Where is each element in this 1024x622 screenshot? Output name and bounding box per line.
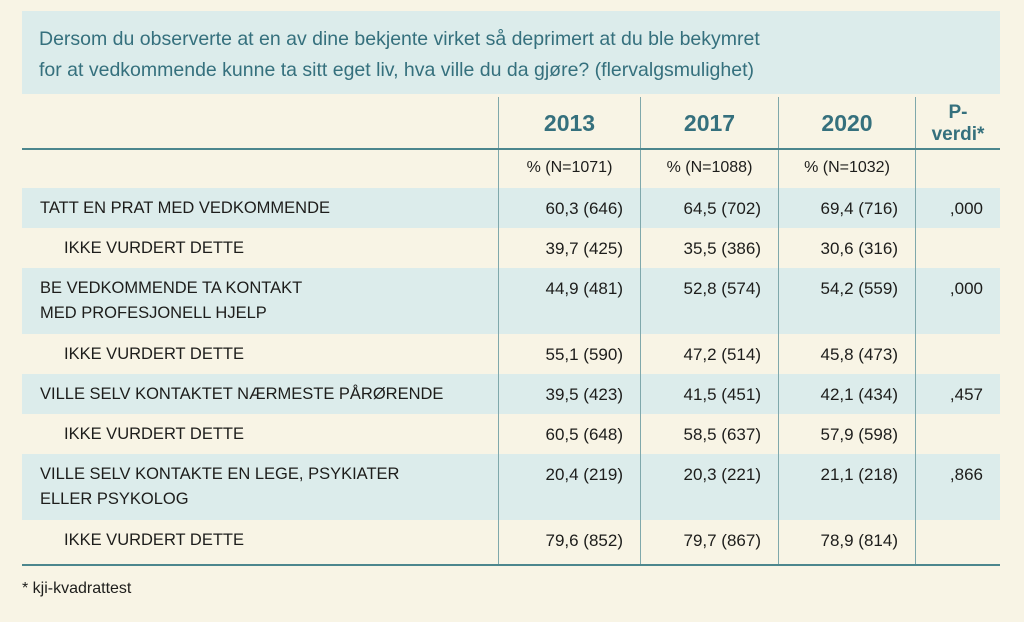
p-value [915,228,1000,268]
header-2013: 2013 [498,97,640,148]
value-2020: 30,6 (316) [778,228,915,268]
subheader-n-2017: % (N=1088) [640,150,778,188]
header-2017: 2017 [640,97,778,148]
subheader-n-2013: % (N=1071) [498,150,640,188]
value-2013: 60,5 (648) [498,414,640,454]
table-row: IKKE VURDERT DETTE 79,6 (852) 79,7 (867)… [22,520,1000,564]
p-value: ,000 [915,268,1000,334]
value-2017: 64,5 (702) [640,188,778,228]
table-row: IKKE VURDERT DETTE 60,5 (648) 58,5 (637)… [22,414,1000,454]
value-2020: 42,1 (434) [778,374,915,414]
value-2013: 79,6 (852) [498,520,640,564]
p-value [915,520,1000,564]
header-empty-cell [22,97,498,148]
table-row: VILLE SELV KONTAKTET NÆRMESTE PÅRØRENDE … [22,374,1000,414]
value-2013: 44,9 (481) [498,268,640,334]
table-row: VILLE SELV KONTAKTE EN LEGE, PSYKIATER E… [22,454,1000,520]
value-2020: 57,9 (598) [778,414,915,454]
header-p-verdi: P- verdi* [915,97,1000,148]
value-2017: 58,5 (637) [640,414,778,454]
row-label: VILLE SELV KONTAKTET NÆRMESTE PÅRØRENDE [40,385,444,403]
row-label: BE VEDKOMMENDE TA KONTAKT MED PROFESJONE… [40,279,303,322]
value-2017: 41,5 (451) [640,374,778,414]
table-row: IKKE VURDERT DETTE 55,1 (590) 47,2 (514)… [22,334,1000,374]
row-label: IKKE VURDERT DETTE [64,239,245,257]
p-value [915,414,1000,454]
value-2017: 35,5 (386) [640,228,778,268]
value-2017: 52,8 (574) [640,268,778,334]
value-2013: 20,4 (219) [498,454,640,520]
row-label: VILLE SELV KONTAKTE EN LEGE, PSYKIATER E… [40,465,400,508]
value-2017: 79,7 (867) [640,520,778,564]
table-row: BE VEDKOMMENDE TA KONTAKT MED PROFESJONE… [22,268,1000,334]
subheader-empty-cell [22,150,498,188]
header-2020: 2020 [778,97,915,148]
value-2020: 45,8 (473) [778,334,915,374]
value-2017: 47,2 (514) [640,334,778,374]
value-2020: 54,2 (559) [778,268,915,334]
value-2013: 55,1 (590) [498,334,640,374]
subheader-n-2020: % (N=1032) [778,150,915,188]
row-label: IKKE VURDERT DETTE [64,531,245,549]
table-body: TATT EN PRAT MED VEDKOMMENDE 60,3 (646) … [22,188,1000,564]
value-2020: 78,9 (814) [778,520,915,564]
p-value: ,866 [915,454,1000,520]
row-label: IKKE VURDERT DETTE [64,345,245,363]
footnote-chi-square: * kji-kvadrattest [22,580,132,597]
question-box: Dersom du observerte at en av dine bekje… [22,11,1000,94]
row-label: IKKE VURDERT DETTE [64,425,245,443]
value-2013: 39,5 (423) [498,374,640,414]
value-2013: 60,3 (646) [498,188,640,228]
table-header-row: 2013 2017 2020 P- verdi* [22,97,1000,150]
subheader-p-empty [915,150,1000,188]
table-row: TATT EN PRAT MED VEDKOMMENDE 60,3 (646) … [22,188,1000,228]
p-value: ,000 [915,188,1000,228]
value-2017: 20,3 (221) [640,454,778,520]
value-2020: 69,4 (716) [778,188,915,228]
p-value [915,334,1000,374]
p-value: ,457 [915,374,1000,414]
results-table: 2013 2017 2020 P- verdi* % (N=1071) % (N… [22,97,1000,566]
value-2013: 39,7 (425) [498,228,640,268]
row-label: TATT EN PRAT MED VEDKOMMENDE [40,199,330,217]
table-row: IKKE VURDERT DETTE 39,7 (425) 35,5 (386)… [22,228,1000,268]
value-2020: 21,1 (218) [778,454,915,520]
table-subheader-row: % (N=1071) % (N=1088) % (N=1032) [22,150,1000,188]
